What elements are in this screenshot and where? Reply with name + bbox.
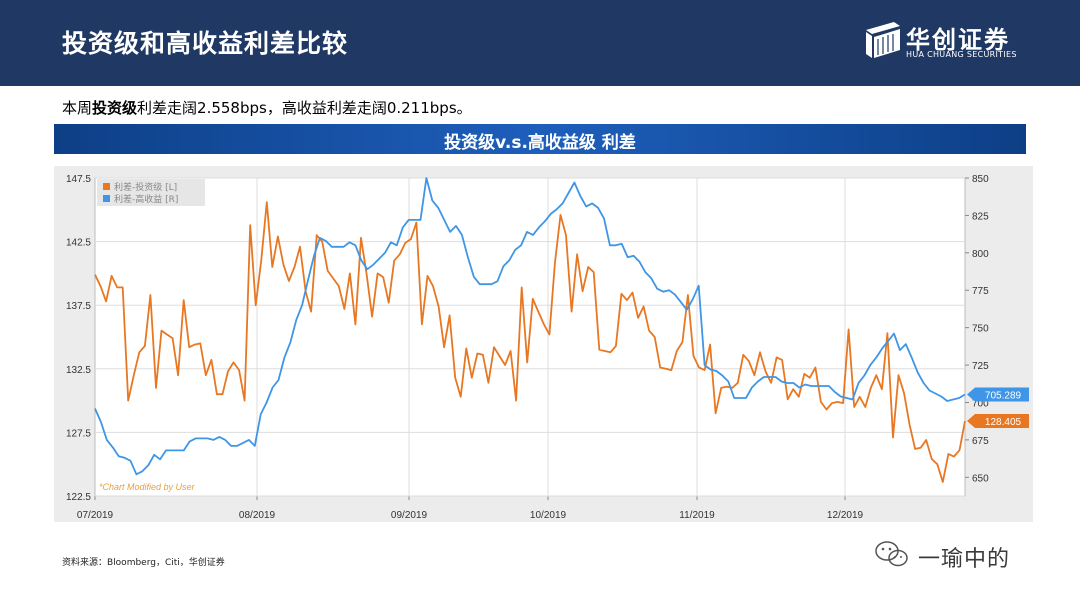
last-value-hy: 705.289: [985, 391, 1022, 402]
legend-swatch-ig: [103, 183, 110, 190]
last-value-ig-bg: [967, 413, 1029, 428]
right-axis-label: 725: [972, 361, 989, 372]
left-axis-label: 142.5: [66, 238, 91, 249]
right-axis-label: 800: [972, 249, 989, 260]
left-axis-label: 127.5: [66, 428, 91, 439]
right-axis-label: 700: [972, 398, 989, 409]
logo-name-en: HUA CHUANG SECURITIES: [906, 50, 1017, 59]
page-title: 投资级和高收益利差比较: [62, 29, 349, 58]
series-line-hy: [94, 177, 966, 476]
logo-name-cn: 华创证券: [906, 26, 1010, 54]
right-axis-label: 825: [972, 211, 989, 222]
x-tick-label: 10/2019: [530, 510, 567, 521]
legend-box: [97, 179, 205, 206]
legend-label-ig: 利差-投资级 [L]: [114, 181, 177, 193]
logo-icon: [866, 22, 900, 58]
left-axis-label: 137.5: [66, 301, 91, 312]
left-axis-label: 122.5: [66, 492, 91, 503]
last-value-hy-bg: [967, 387, 1029, 402]
summary-text: 本周投资级利差走阔2.558bps，高收益利差走阔0.211bps。: [62, 97, 472, 118]
x-tick-label: 07/2019: [77, 510, 114, 521]
summary-bold: 投资级: [92, 99, 138, 117]
chart-note: *Chart Modified by User: [99, 482, 196, 492]
summary-prefix: 本周: [62, 99, 93, 117]
x-tick-label: 11/2019: [679, 510, 715, 521]
legend-label-hy: 利差-高收益 [R]: [114, 193, 178, 205]
chart-banner-title: 投资级v.s.高收益级 利差: [444, 133, 636, 153]
x-tick-label: 08/2019: [239, 510, 276, 521]
legend-swatch-hy: [103, 195, 110, 202]
right-axis-label: 650: [972, 473, 989, 484]
right-axis-label: 850: [972, 174, 989, 185]
series-line-ig: [94, 201, 966, 483]
summary-rest: 利差走阔2.558bps，高收益利差走阔0.211bps。: [137, 99, 472, 117]
left-axis-label: 132.5: [66, 365, 91, 376]
chart-banner: 投资级v.s.高收益级 利差: [54, 124, 1026, 154]
header-bar: 投资级和高收益利差比较 华创证券 HUA CHUANG SECURITIES: [0, 0, 1080, 86]
right-axis-label: 750: [972, 324, 989, 335]
right-axis-label: 775: [972, 286, 989, 297]
wechat-icon: [875, 541, 908, 567]
source-note: 资料来源：Bloomberg，Citi，华创证券: [62, 558, 225, 568]
last-value-ig: 128.405: [985, 417, 1022, 428]
watermark-text: 一瑜中的: [918, 547, 1011, 572]
brand-logo: 华创证券 HUA CHUANG SECURITIES: [864, 20, 1024, 64]
left-axis-label: 147.5: [66, 174, 91, 185]
x-tick-label: 12/2019: [827, 510, 864, 521]
x-tick-label: 09/2019: [391, 510, 428, 521]
right-axis-label: 675: [972, 436, 989, 447]
chart-area: 07/2019 08/2019 09/2019 10/2019 11/2019 12/20…: [54, 166, 1033, 522]
spread-chart: 07/2019 08/2019 09/2019 10/2019 11/2019 12/20…: [66, 174, 1029, 521]
